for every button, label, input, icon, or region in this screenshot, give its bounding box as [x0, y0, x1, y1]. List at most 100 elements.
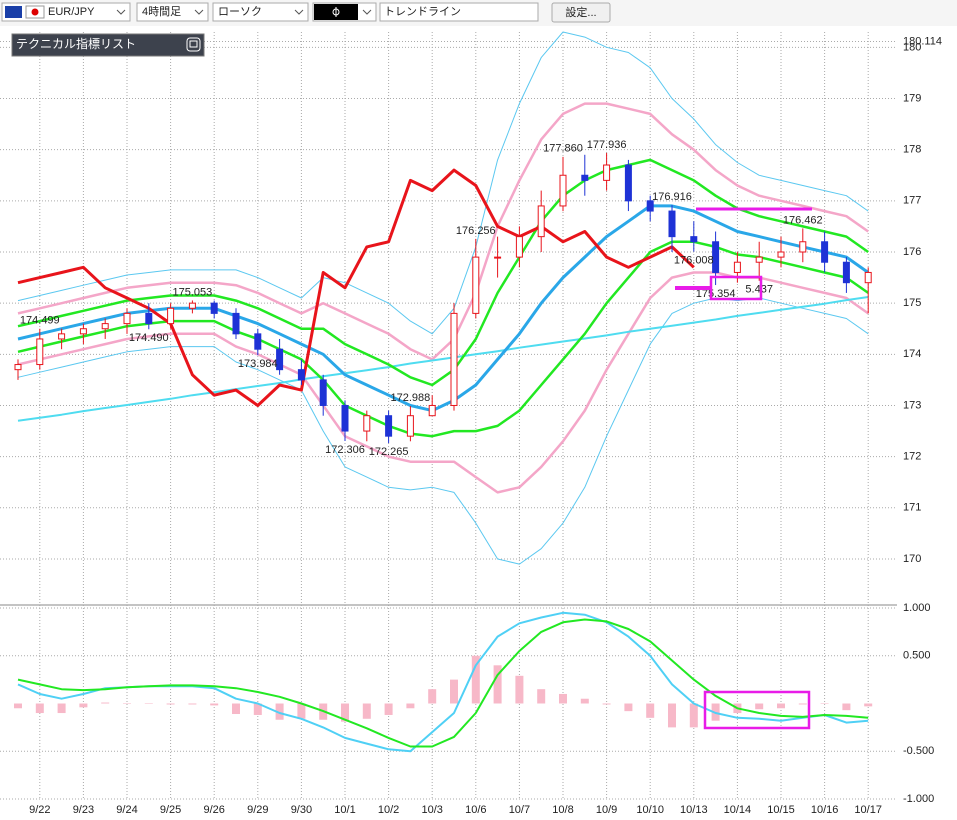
histogram-bar: [362, 703, 371, 719]
indicator-line: [17, 240, 869, 438]
indicator-panel[interactable]: [11, 33, 205, 57]
settings-button[interactable]: [551, 2, 611, 23]
histogram-bar: [79, 703, 88, 708]
histogram-bar: [123, 703, 131, 704]
indicator-line: [17, 271, 869, 494]
eu-flag: [5, 6, 22, 18]
histogram-bar: [406, 703, 415, 709]
candle-body: [167, 307, 175, 325]
x-tick-label: 9/23: [73, 804, 94, 816]
drawing-field[interactable]: [379, 2, 539, 22]
panel-button-icon: [189, 40, 198, 48]
y-tick-label: 174: [903, 348, 921, 360]
x-tick-label: 10/15: [767, 804, 795, 816]
candle-body: [668, 210, 676, 238]
y-tick-label: 172: [903, 451, 921, 463]
candle-body: [319, 379, 327, 406]
histogram-bar: [777, 703, 785, 709]
indicator-line: [17, 102, 869, 361]
candle-body: [733, 261, 741, 273]
indicator-line: [17, 31, 869, 335]
price-annotation: 176.256: [456, 225, 496, 237]
candle-body: [232, 312, 240, 335]
histogram-bar: [188, 703, 197, 705]
x-tick-label: 9/25: [160, 804, 181, 816]
candle-body: [341, 404, 349, 432]
histogram-bar: [275, 703, 284, 720]
histogram-bar: [35, 703, 44, 714]
y-tick-label: -0.500: [903, 745, 934, 757]
histogram-bar: [428, 689, 437, 704]
candle-body: [36, 338, 44, 366]
histogram-bar: [689, 703, 698, 728]
symbol: EUR/JPY: [48, 6, 95, 18]
timeframe: 4時間足: [142, 5, 181, 18]
jp-flag-dot: [31, 8, 39, 16]
y-tick-label: 179: [903, 92, 921, 104]
candle-body: [145, 312, 153, 325]
histogram-bar: [450, 679, 458, 704]
candle-body: [276, 348, 284, 371]
indicator-line: [17, 204, 870, 413]
histogram-bar: [515, 675, 524, 704]
histogram-bar: [384, 703, 393, 715]
histogram-bar: [232, 703, 240, 715]
y-tick-label: 176: [903, 246, 921, 258]
histogram-bar: [559, 693, 567, 704]
price-annotation: 173.984: [238, 358, 278, 370]
candle-body: [777, 251, 785, 258]
histogram-bar: [646, 703, 655, 718]
price-annotation: 175.053: [173, 286, 213, 298]
y-tick-label: 180.114: [903, 35, 942, 47]
candle-body: [450, 312, 458, 406]
indicator-line: [17, 296, 869, 422]
panel-button[interactable]: [186, 37, 201, 52]
price-annotation: 174.499: [20, 315, 60, 327]
x-tick-label: 9/24: [116, 804, 137, 816]
candle-body: [842, 261, 850, 284]
x-tick-label: 10/3: [421, 804, 442, 816]
candle-body: [646, 200, 654, 212]
candle-body: [406, 415, 414, 437]
price-annotation: 176.008: [674, 254, 714, 266]
candle-body: [79, 328, 87, 335]
histogram-bar: [341, 703, 349, 722]
histogram-bar: [864, 703, 873, 707]
histogram-bar: [101, 702, 110, 704]
candle-body: [755, 256, 763, 263]
x-tick-label: 9/26: [203, 804, 224, 816]
candle-body: [690, 236, 698, 243]
price-annotation: 175.354: [696, 288, 736, 300]
price-annotation: 177.860: [543, 143, 583, 155]
histogram-bar: [537, 689, 546, 704]
histogram-bar: [57, 703, 66, 714]
drawn-line: [675, 286, 711, 290]
histogram-bar: [297, 703, 306, 719]
chart-type-select[interactable]: [212, 2, 309, 22]
candle-body: [821, 241, 829, 263]
histogram-bar: [493, 665, 502, 704]
timeframe-select[interactable]: [136, 2, 209, 22]
settings-label: 設定...: [565, 5, 596, 19]
candle-body: [537, 205, 545, 238]
x-tick-label: 10/2: [378, 804, 399, 816]
x-tick-label: 10/13: [680, 804, 708, 816]
dropdown-arrow: [294, 9, 304, 15]
candle-body: [297, 369, 305, 381]
y-tick-label: -1.000: [903, 793, 934, 805]
chart-type: ローソク: [218, 5, 262, 18]
candle-body: [385, 415, 393, 437]
histogram-bar: [580, 698, 589, 704]
x-tick-label: 10/9: [596, 804, 617, 816]
histogram-bar: [624, 703, 633, 712]
candle-body: [363, 415, 371, 432]
histogram-bar: [798, 703, 807, 705]
price-annotation: 176.916: [652, 191, 692, 203]
y-tick-label: 175: [903, 297, 921, 309]
candle-body: [624, 164, 632, 202]
y-tick-label: 171: [903, 502, 921, 514]
candle-body: [712, 241, 720, 273]
price-annotation: 172.265: [369, 446, 409, 458]
y-tick-label: 178: [903, 144, 921, 156]
